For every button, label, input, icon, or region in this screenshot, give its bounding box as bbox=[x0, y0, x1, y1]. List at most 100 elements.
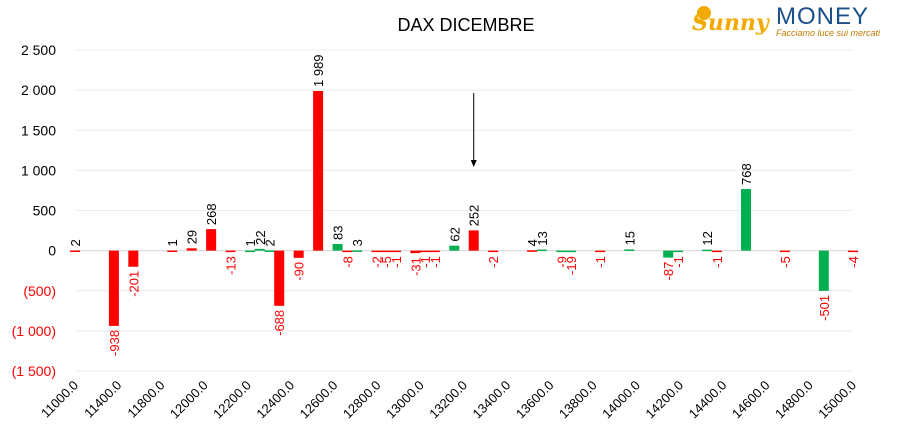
chart-title: DAX DICEMBRE bbox=[397, 15, 534, 35]
data-label: 22 bbox=[253, 230, 268, 244]
data-label: -9 bbox=[554, 256, 569, 268]
x-tick-label: 12000.0 bbox=[167, 378, 211, 422]
bar bbox=[332, 243, 343, 251]
sun-icon bbox=[697, 6, 711, 20]
data-label: 268 bbox=[204, 203, 219, 225]
bar bbox=[848, 250, 858, 253]
gridlines bbox=[75, 49, 853, 372]
arrow-head bbox=[470, 160, 477, 167]
data-label: 83 bbox=[331, 225, 346, 239]
data-label: 2 bbox=[263, 239, 278, 246]
data-label: -2 bbox=[369, 256, 384, 268]
x-tick-label: 13000.0 bbox=[383, 378, 427, 422]
x-tick-label: 12400.0 bbox=[253, 378, 297, 422]
data-label: 1 bbox=[165, 239, 180, 246]
brand-logo: Sunny MONEY Facciamo luce sui mercati bbox=[692, 3, 881, 38]
x-tick-label: 11400.0 bbox=[81, 378, 124, 421]
bar bbox=[779, 250, 790, 253]
bar bbox=[410, 250, 421, 254]
data-label: -938 bbox=[107, 330, 122, 356]
data-label: 252 bbox=[467, 205, 482, 227]
x-tick-label: 14200.0 bbox=[642, 378, 686, 422]
y-tick-label: 500 bbox=[33, 203, 57, 219]
data-label: -201 bbox=[126, 271, 141, 297]
bar bbox=[245, 250, 256, 253]
data-label: 29 bbox=[185, 230, 200, 244]
data-label: -19 bbox=[564, 256, 579, 275]
bar bbox=[672, 250, 683, 253]
bar bbox=[556, 250, 567, 253]
bar bbox=[206, 229, 217, 251]
bar bbox=[702, 249, 713, 252]
x-tick-label: 12800.0 bbox=[340, 378, 384, 422]
brand-money: MONEY bbox=[776, 3, 869, 30]
bar bbox=[371, 250, 382, 253]
bar bbox=[527, 250, 538, 252]
bar bbox=[352, 250, 363, 252]
bar bbox=[167, 250, 178, 253]
bar bbox=[70, 250, 80, 252]
bar bbox=[449, 245, 460, 251]
data-label: -5 bbox=[778, 256, 793, 268]
data-label: 4 bbox=[525, 239, 540, 246]
data-label: -8 bbox=[340, 256, 355, 268]
data-label: -1 bbox=[428, 256, 443, 268]
bar bbox=[624, 249, 635, 251]
data-label: 1 989 bbox=[311, 54, 326, 87]
bar bbox=[818, 250, 829, 291]
bar bbox=[254, 248, 265, 251]
bar bbox=[225, 250, 236, 253]
bar bbox=[429, 250, 440, 253]
data-label: 62 bbox=[447, 227, 462, 241]
bar bbox=[420, 250, 431, 253]
y-tick-label: (500) bbox=[23, 283, 56, 299]
x-tick-label: 14800.0 bbox=[772, 378, 816, 422]
data-label: 768 bbox=[739, 163, 754, 185]
x-tick-label: 11000.0 bbox=[38, 378, 81, 421]
y-tick-label: 2 000 bbox=[21, 82, 56, 98]
brand-sunny: Sunny bbox=[692, 10, 771, 36]
bar bbox=[293, 250, 304, 258]
y-tick-label: (1 500) bbox=[12, 363, 56, 379]
data-label: -5 bbox=[379, 256, 394, 268]
x-axis-ticks: 11000.0 11400.0 11800.0 12000.0 12200.0 12400… bbox=[38, 378, 859, 422]
x-tick-label: 12200.0 bbox=[210, 378, 254, 422]
data-label: -90 bbox=[292, 262, 307, 281]
y-tick-label: 2 500 bbox=[21, 42, 56, 58]
data-label: -1 bbox=[593, 256, 608, 268]
x-tick-label: 14000.0 bbox=[599, 378, 643, 422]
bar bbox=[274, 250, 285, 306]
data-label: 2 bbox=[68, 239, 83, 246]
bar bbox=[313, 91, 324, 251]
y-tick-label: 1 000 bbox=[21, 162, 56, 178]
data-label: -1 bbox=[710, 256, 725, 268]
x-tick-label: 13600.0 bbox=[513, 378, 557, 422]
x-tick-label: 15000.0 bbox=[815, 378, 859, 422]
data-label: -4 bbox=[846, 256, 861, 268]
bar bbox=[488, 250, 499, 253]
brand-tagline: Facciamo luce sui mercati bbox=[776, 28, 881, 38]
data-label: -1 bbox=[389, 256, 404, 268]
bar bbox=[128, 250, 139, 267]
y-tick-label: 0 bbox=[48, 243, 56, 259]
data-label: 12 bbox=[700, 231, 715, 245]
data-label: -2 bbox=[486, 256, 501, 268]
y-tick-label: (1 000) bbox=[12, 323, 56, 339]
bar bbox=[565, 250, 576, 253]
bar bbox=[108, 250, 119, 326]
bar bbox=[186, 248, 197, 251]
x-tick-label: 13800.0 bbox=[556, 378, 600, 422]
y-axis-ticks: 2 500 2 000 1 500 1 000 500 0 (500) (1 000) (1 5… bbox=[12, 42, 57, 379]
bar bbox=[381, 250, 392, 253]
x-tick-label: 14400.0 bbox=[686, 378, 730, 422]
data-label: -1 bbox=[418, 256, 433, 268]
data-label: -13 bbox=[224, 256, 239, 275]
bar bbox=[741, 188, 752, 251]
x-tick-label: 13400.0 bbox=[470, 378, 514, 422]
x-tick-label: 11800.0 bbox=[124, 378, 167, 421]
bar bbox=[264, 250, 275, 252]
arrow-annotation bbox=[470, 93, 477, 167]
bars bbox=[70, 91, 858, 326]
